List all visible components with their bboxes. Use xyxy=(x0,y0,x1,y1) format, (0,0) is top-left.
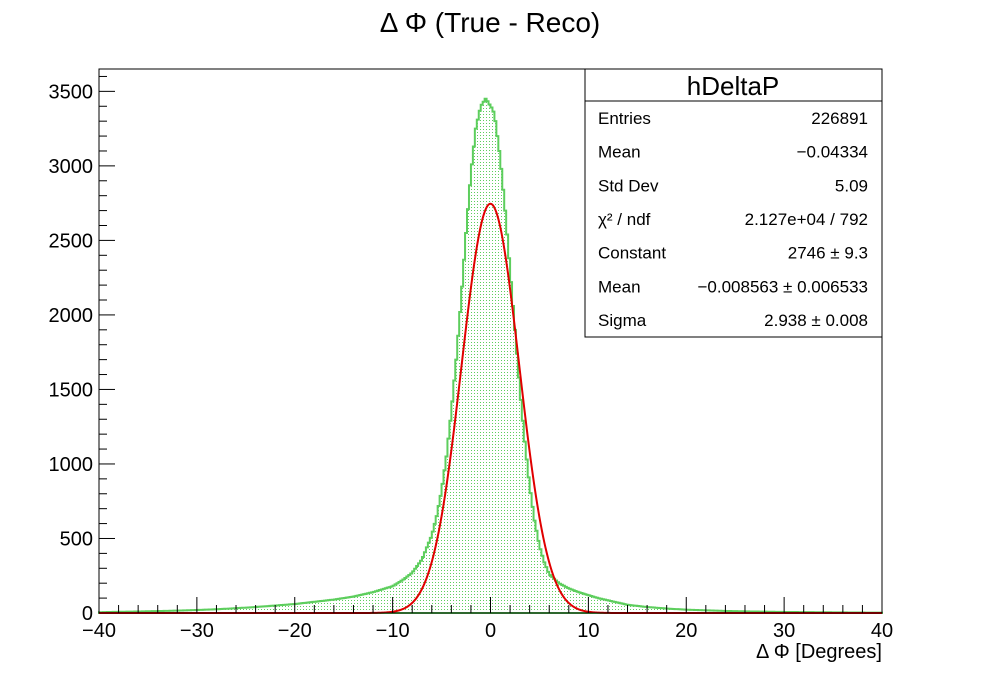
chart-title: Δ Φ (True - Reco) xyxy=(380,7,601,38)
x-tick-label: 20 xyxy=(675,620,697,642)
stats-row-label: Sigma xyxy=(598,311,647,330)
stats-row-value: 2746 ± 9.3 xyxy=(788,244,868,263)
stats-row-label: χ² / ndf xyxy=(598,210,651,229)
y-tick-label: 2000 xyxy=(49,305,94,327)
stats-row-label: Mean xyxy=(598,143,641,162)
y-tick-label: 3000 xyxy=(49,156,94,178)
stats-row-label: Std Dev xyxy=(598,176,659,195)
x-tick-label: −40 xyxy=(82,620,116,642)
stats-box: hDeltaP Entries 226891 Mean −0.04334 Std Dev… xyxy=(584,68,883,338)
x-tick-label: 0 xyxy=(485,620,496,642)
stats-box-frame xyxy=(584,68,883,338)
stats-row-value: 2.127e+04 / 792 xyxy=(745,210,868,229)
y-tick-label: 0 xyxy=(82,603,93,625)
y-tick-label: 2500 xyxy=(49,230,94,252)
histogram-outline xyxy=(98,97,883,614)
stats-row-value: −0.04334 xyxy=(797,143,868,162)
stats-row-value: −0.008563 ± 0.006533 xyxy=(697,277,868,296)
x-tick-label: −10 xyxy=(376,620,410,642)
x-axis: −40 −30 −20 −10 0 10 20 30 40 xyxy=(82,597,893,642)
stats-row-label: Entries xyxy=(598,109,651,128)
x-tick-label: −30 xyxy=(180,620,214,642)
x-tick-label: 30 xyxy=(773,620,795,642)
x-tick-label: −20 xyxy=(278,620,312,642)
stats-row-label: Mean xyxy=(598,277,641,296)
stats-row-value: 226891 xyxy=(811,109,868,128)
x-tick-label: 40 xyxy=(871,620,893,642)
x-tick-label: 10 xyxy=(577,620,599,642)
stats-row-value: 2.938 ± 0.008 xyxy=(764,311,868,330)
stats-box-rows: Entries 226891 Mean −0.04334 Std Dev 5.09 χ² /… xyxy=(598,109,868,330)
y-tick-label: 1500 xyxy=(49,379,94,401)
y-tick-label: 1000 xyxy=(49,454,94,476)
x-axis-label: Δ Φ [Degrees] xyxy=(756,641,882,663)
stats-row-label: Constant xyxy=(598,244,666,263)
y-tick-label: 3500 xyxy=(49,81,94,103)
y-tick-label: 500 xyxy=(60,528,93,550)
stats-row-value: 5.09 xyxy=(835,176,868,195)
y-axis: 0 500 1000 1500 2000 2500 3000 3500 xyxy=(49,75,115,625)
histogram-fill xyxy=(99,98,882,613)
stats-box-title: hDeltaP xyxy=(687,71,780,101)
histogram-layer xyxy=(98,97,883,614)
